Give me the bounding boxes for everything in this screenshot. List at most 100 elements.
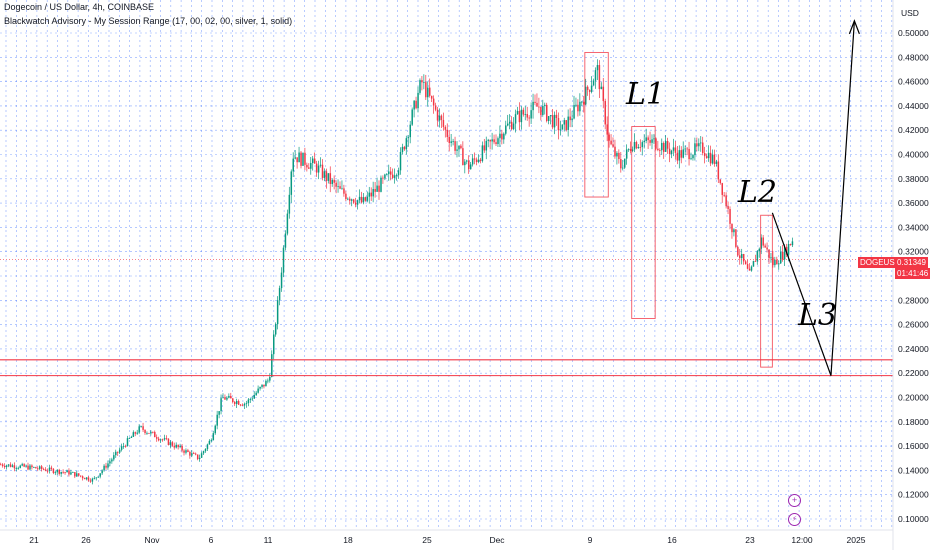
candle-body — [343, 188, 345, 194]
candle-body — [181, 445, 183, 451]
candle-body — [741, 254, 743, 259]
candle-body — [117, 451, 119, 453]
candle-body — [427, 87, 429, 98]
candle-body — [522, 109, 525, 115]
price-tick-label: 0.46000 — [898, 77, 929, 87]
candle-body — [666, 141, 669, 149]
price-tick-label: 0.34000 — [898, 222, 929, 232]
candle-body — [733, 229, 735, 233]
lightning-icon[interactable]: ⚡ — [788, 513, 801, 526]
candle-body — [397, 170, 400, 176]
candle-body — [360, 196, 363, 203]
indicator-label[interactable]: Blackwatch Advisory - My Session Range (… — [4, 16, 293, 26]
candle-body — [549, 115, 552, 117]
candle-body — [440, 115, 443, 120]
candle-body — [195, 453, 197, 455]
candle-body — [752, 261, 755, 267]
candle-body — [9, 464, 12, 467]
candle-body — [711, 154, 714, 164]
candle-body — [366, 196, 369, 201]
candle-body — [115, 451, 117, 456]
candle-body — [79, 475, 82, 477]
candle-body — [183, 450, 185, 453]
candle-body — [401, 146, 404, 153]
candle-body — [742, 254, 745, 262]
time-tick-label: 2025 — [847, 535, 866, 545]
price-axis[interactable]: 0.10000 0.12000 0.14000 0.16000 0.18000 0.200… — [898, 28, 929, 524]
candle-body — [405, 138, 408, 150]
candle-body — [715, 161, 718, 164]
candle-body — [97, 476, 99, 478]
candle-body — [456, 149, 458, 151]
candle-body — [284, 233, 287, 248]
candle-body — [282, 247, 285, 273]
candle-body — [407, 137, 410, 139]
price-tick-label: 0.38000 — [898, 174, 929, 184]
candle-body — [581, 101, 583, 103]
candle-body — [193, 453, 195, 455]
price-tick-label: 0.24000 — [898, 344, 929, 354]
candle-body — [196, 454, 199, 460]
candle-body — [709, 152, 712, 164]
candle-body — [35, 467, 37, 469]
candle-body — [128, 437, 131, 439]
candle-body — [364, 197, 367, 201]
candle-body — [327, 173, 330, 181]
time-tick-label: Dec — [489, 535, 505, 545]
candle-body — [719, 179, 722, 184]
candle-body — [403, 146, 406, 150]
currency-button[interactable]: USD — [901, 8, 919, 18]
candle-body — [737, 246, 739, 256]
candle-body — [575, 104, 577, 106]
candle-body — [83, 478, 86, 480]
candle-body — [696, 143, 698, 147]
time-tick-label: 26 — [81, 535, 91, 545]
candle-body — [347, 198, 349, 200]
candle-body — [273, 334, 275, 355]
plus-circle-icon[interactable]: + — [788, 494, 801, 507]
candle-body — [224, 397, 226, 400]
candle-body — [331, 179, 333, 184]
candle-body — [37, 468, 39, 470]
candle-body — [565, 120, 567, 130]
candle-body — [323, 171, 326, 178]
candle-body — [744, 261, 747, 265]
time-axis[interactable]: 21 26 Nov 6 11 18 25 Dec 9 16 23 12:00 2025 — [29, 535, 865, 545]
candle-body — [639, 146, 642, 148]
candle-body — [103, 465, 105, 471]
candle-body — [339, 186, 341, 189]
candle-body — [487, 139, 489, 141]
candle-body — [618, 152, 620, 160]
candle-body — [189, 451, 191, 456]
candle-body — [29, 465, 31, 470]
candle-body — [68, 470, 70, 475]
candle-body — [705, 156, 708, 159]
candle-body — [202, 451, 205, 454]
candle-body — [159, 439, 162, 441]
candle-body — [530, 110, 532, 119]
candle-body — [150, 431, 152, 434]
candle-body — [40, 466, 43, 469]
candle-body — [228, 395, 230, 398]
candle-body — [198, 457, 201, 460]
price-tick-label: 0.16000 — [898, 441, 929, 451]
candle-body — [489, 139, 491, 142]
candle-body — [750, 266, 753, 271]
candle-body — [661, 142, 663, 151]
candle-body — [674, 147, 677, 153]
candle-body — [208, 440, 211, 445]
candle-body — [524, 114, 527, 115]
arrow-head-icon — [848, 19, 860, 35]
candle-body — [657, 148, 659, 151]
candle-body — [72, 472, 74, 473]
candle-body — [234, 402, 236, 404]
candle-body — [466, 160, 468, 162]
candle-body — [247, 399, 250, 404]
candle-body — [641, 142, 644, 148]
trend-drawing[interactable] — [771, 19, 860, 376]
candle-body — [19, 465, 21, 468]
candle-body — [577, 104, 579, 112]
candle-body — [142, 426, 144, 430]
